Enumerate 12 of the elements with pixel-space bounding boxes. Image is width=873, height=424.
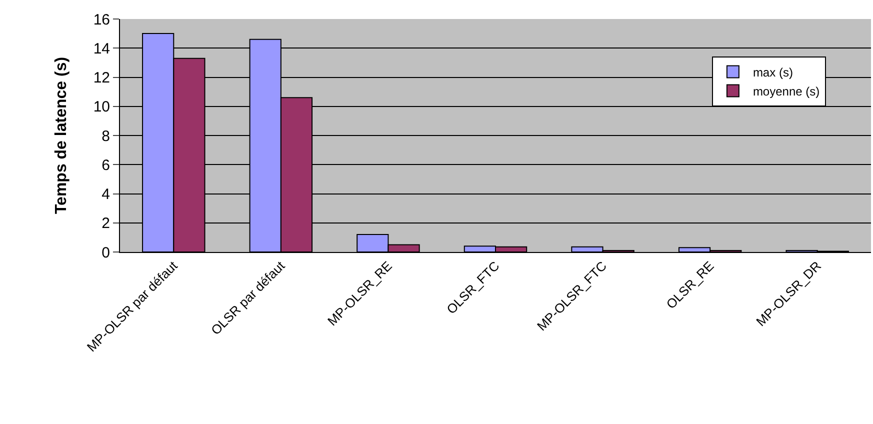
y-axis-title: Temps de latence (s) [53,56,70,214]
y-tick-label: 6 [102,156,110,174]
legend-label: moyenne (s) [752,84,820,98]
legend-label: max (s) [752,65,793,80]
y-tick-label: 8 [102,128,110,145]
y-tick-label: 2 [102,215,110,232]
y-tick-label: 0 [102,244,110,262]
y-tick-label: 14 [93,40,110,58]
y-tick-label: 12 [93,70,110,86]
y-tick-label: 16 [93,11,110,28]
y-tick-label: 10 [93,98,110,116]
y-tick-label: 4 [102,186,110,203]
